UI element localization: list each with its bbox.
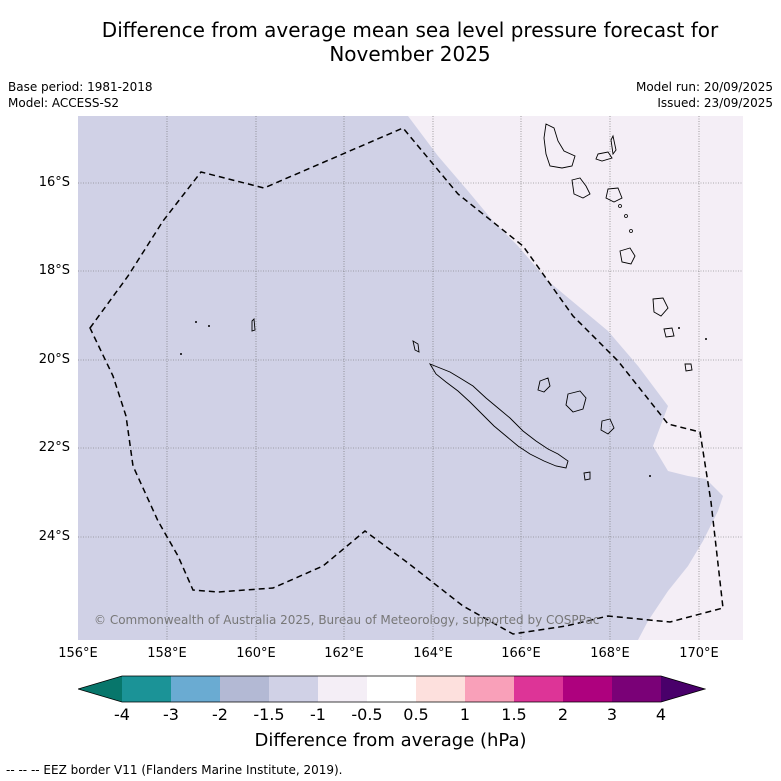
cbar-tick-minus4: -4 — [114, 705, 130, 724]
chesterfield-islet-4 — [180, 353, 182, 355]
ouvea-island — [537, 377, 551, 393]
lat-label-24s: 24°S — [38, 529, 70, 544]
colorbar-bin-7 — [416, 676, 465, 702]
eez-border — [89, 127, 724, 635]
title-line-2: November 2025 — [329, 42, 491, 66]
mare-island — [600, 418, 615, 435]
cbar-tick-0-5: 0.5 — [403, 705, 429, 724]
belep-islands — [412, 340, 420, 353]
islet-2 — [624, 214, 628, 218]
malekula-island — [571, 177, 591, 199]
islet-5 — [705, 338, 707, 340]
cbar-tick-minus2: -2 — [212, 705, 228, 724]
map: © Commonwealth of Australia 2025, Bureau… — [78, 116, 743, 640]
colorbar-label: Difference from average (hPa) — [254, 730, 527, 751]
cbar-tick-4: 4 — [655, 705, 667, 724]
lon-label-170e: 170°E — [679, 646, 719, 661]
lon-label-162e: 162°E — [324, 646, 364, 661]
cbar-tick-1: 1 — [459, 705, 471, 724]
lon-label-164e: 164°E — [413, 646, 453, 661]
colorbar-bin-8 — [465, 676, 514, 702]
tanna-island — [652, 297, 669, 317]
colorbar-bin-1 — [122, 676, 171, 702]
colorbar-bin-9 — [514, 676, 563, 702]
colorbar-extend-high — [661, 676, 705, 702]
colorbar-bin-4 — [269, 676, 318, 702]
isle-of-pines — [583, 471, 591, 481]
lat-label-22s: 22°S — [38, 440, 70, 455]
eez-footnote: -- -- -- EEZ border V11 (Flanders Marine… — [6, 763, 343, 777]
aneityum-island — [663, 327, 675, 338]
vanuatu-island-3 — [684, 363, 693, 372]
islet-1 — [618, 204, 622, 208]
efate-island — [605, 187, 623, 203]
colorbar-extend-low — [78, 676, 122, 702]
issued-text: Issued: 23/09/2025 — [657, 96, 773, 110]
cbar-tick-minus1: -1 — [310, 705, 326, 724]
base-period-text: Base period: 1981-2018 — [8, 80, 153, 94]
lifou-island — [565, 390, 587, 413]
islet-4 — [678, 327, 680, 329]
cbar-tick-2: 2 — [557, 705, 569, 724]
cbar-tick-1-5: 1.5 — [501, 705, 527, 724]
chesterfield-islet-3 — [208, 325, 210, 327]
cbar-tick-minus3: -3 — [163, 705, 179, 724]
chesterfield-islet-1 — [251, 318, 256, 332]
colorbar-bin-2 — [171, 676, 220, 702]
erromango-island — [619, 247, 636, 265]
map-svg — [78, 116, 743, 640]
meta-right: Model run: 20/09/2025 Issued: 23/09/2025 — [636, 79, 773, 111]
model-run-text: Model run: 20/09/2025 — [635, 80, 773, 94]
lon-label-158e: 158°E — [147, 646, 187, 661]
lat-label-18s: 18°S — [38, 263, 70, 278]
lon-label-160e: 160°E — [236, 646, 276, 661]
lon-label-156e: 156°E — [58, 646, 98, 661]
colorbar — [78, 675, 706, 703]
new-caledonia-island — [428, 363, 569, 469]
anomaly-region-minus1 — [78, 116, 723, 640]
colorbar-bin-5 — [318, 676, 367, 702]
cbar-tick-3: 3 — [606, 705, 618, 724]
copyright-text: © Commonwealth of Australia 2025, Bureau… — [94, 613, 600, 627]
cbar-tick-minus1-5: -1.5 — [253, 705, 285, 724]
meta-left: Base period: 1981-2018 Model: ACCESS-S2 — [8, 79, 153, 111]
lon-label-168e: 168°E — [590, 646, 630, 661]
title-line-1: Difference from average mean sea level p… — [101, 18, 719, 42]
colorbar-bin-6 — [367, 676, 416, 702]
chesterfield-islet-2 — [195, 321, 197, 323]
colorbar-bin-3 — [220, 676, 269, 702]
colorbar-outline — [78, 675, 706, 703]
gridlines — [78, 116, 743, 640]
model-text: Model: ACCESS-S2 — [8, 96, 120, 110]
lon-label-166e: 166°E — [501, 646, 541, 661]
colorbar-bin-11 — [612, 676, 661, 702]
islet-3 — [629, 229, 633, 233]
colorbar-bin-10 — [563, 676, 612, 702]
vanuatu-island-1 — [595, 151, 613, 162]
lat-label-16s: 16°S — [38, 175, 70, 190]
vanuatu-island-2 — [610, 134, 617, 156]
cbar-tick-minus0-5: -0.5 — [351, 705, 383, 724]
islet-6 — [649, 475, 651, 477]
espiritu-santo-island — [543, 123, 576, 169]
lat-label-20s: 20°S — [38, 352, 70, 367]
